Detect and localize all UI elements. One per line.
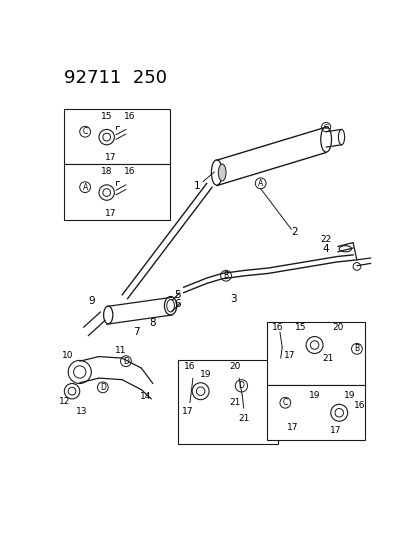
Text: 15: 15	[101, 112, 112, 121]
Text: 1: 1	[194, 181, 200, 191]
Text: 20: 20	[331, 323, 342, 332]
Text: D: D	[123, 357, 128, 366]
Text: 8: 8	[149, 318, 156, 328]
Text: 7: 7	[132, 327, 139, 337]
Text: 3: 3	[230, 294, 237, 304]
Text: 19: 19	[343, 391, 354, 400]
Text: 12: 12	[59, 397, 70, 406]
Text: 21: 21	[322, 353, 333, 362]
Bar	[266, 385, 365, 440]
Text: 21: 21	[229, 398, 240, 407]
Bar	[266, 322, 365, 385]
Text: A: A	[257, 179, 263, 188]
Text: 16: 16	[271, 323, 282, 332]
Text: B: B	[354, 344, 358, 353]
Text: D: D	[100, 383, 105, 392]
Text: 16: 16	[124, 167, 135, 176]
Text: 20: 20	[229, 362, 240, 371]
Bar	[64, 164, 169, 220]
Text: 16: 16	[184, 362, 195, 371]
Text: 19: 19	[199, 370, 211, 379]
Text: 17: 17	[104, 209, 116, 218]
Text: 11: 11	[114, 346, 126, 355]
Text: C: C	[282, 398, 287, 407]
Text: 5: 5	[174, 290, 180, 300]
Text: 2: 2	[291, 227, 297, 237]
Text: 17: 17	[287, 423, 298, 432]
Text: C: C	[82, 127, 88, 136]
Bar	[177, 360, 277, 443]
Text: 6: 6	[174, 299, 180, 309]
Text: 18: 18	[101, 167, 112, 176]
Text: 92711  250: 92711 250	[64, 69, 167, 87]
Text: 17: 17	[181, 408, 193, 416]
Text: 13: 13	[76, 408, 88, 416]
Text: 16: 16	[353, 401, 364, 409]
Text: 10: 10	[62, 351, 74, 360]
Text: D: D	[238, 381, 244, 390]
Text: 17: 17	[330, 426, 341, 435]
Text: 9: 9	[88, 296, 95, 306]
Text: 16: 16	[124, 112, 135, 121]
Text: 21: 21	[237, 414, 249, 423]
Text: 17: 17	[104, 154, 116, 163]
Text: B: B	[223, 271, 228, 280]
Text: 4: 4	[322, 244, 329, 254]
Text: 14: 14	[139, 392, 150, 401]
Text: 19: 19	[308, 391, 320, 400]
Text: G: G	[323, 124, 328, 130]
Ellipse shape	[218, 164, 225, 181]
Bar	[64, 109, 169, 164]
Text: A: A	[82, 183, 88, 192]
Text: 22: 22	[320, 235, 331, 244]
Text: 15: 15	[294, 323, 306, 332]
Text: 17: 17	[283, 351, 295, 360]
